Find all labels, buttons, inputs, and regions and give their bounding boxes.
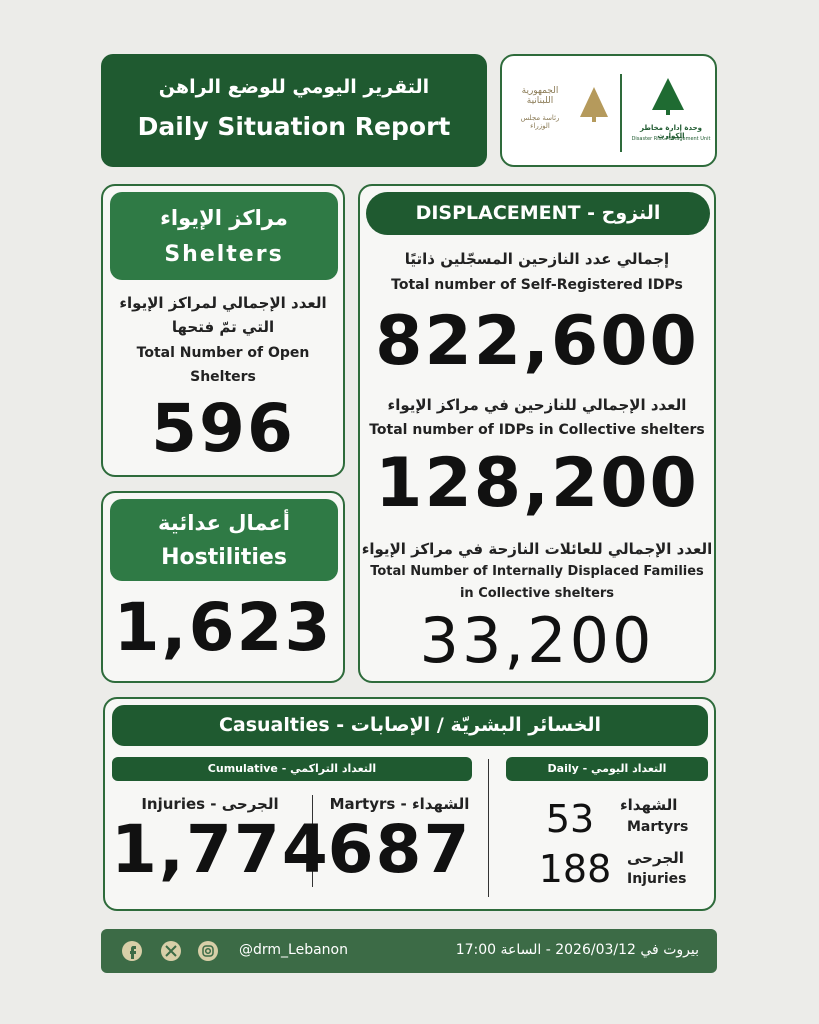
presidency-text: الجمهورية اللبنانية	[521, 86, 559, 106]
drm-en: Disaster Risk Management Unit	[631, 136, 711, 142]
idp-shelter-value: 128,200	[375, 444, 699, 523]
footer: @drm_Lebanon بيروت في 2026/03/12 - الساع…	[101, 929, 717, 973]
hostilities-title-en: Hostilities	[161, 545, 287, 570]
daily-martyrs-en: Martyrs	[627, 819, 689, 835]
divider	[312, 795, 313, 887]
idp-shelter-label-ar: العدد الإجمالي للنازحين في مراكز الإيواء	[387, 396, 687, 414]
idp-shelter-label-en: Total number of IDPs in Collective shelt…	[369, 422, 705, 438]
logos: الجمهورية اللبنانية رئاسة مجلس الوزراء و…	[500, 54, 717, 167]
divider	[620, 74, 622, 152]
shelters-label-ar: التي تمّ فتحها	[171, 318, 275, 336]
daily-title: التعداد اليومي - Daily	[547, 762, 667, 775]
shelters-title-ar: مراكز الإيواء	[160, 206, 288, 230]
idp-value: 822,600	[375, 302, 699, 381]
families-label-ar: العدد الإجمالي للعائلات النازحة في مراكز…	[361, 540, 713, 558]
title-ar: التقرير اليومي للوضع الراهن	[158, 76, 430, 98]
date: بيروت في 2026/03/12 - الساعة 17:00	[455, 942, 699, 958]
cedar-green	[652, 78, 684, 115]
presidency-sub: رئاسة مجلس الوزراء	[520, 114, 560, 130]
drm-ar: وحدة إدارة مخاطر الكوارث	[640, 124, 702, 140]
casualties-header: Casualties - الخسائر البشريّة / الإصابات	[112, 705, 708, 746]
displacement-header: DISPLACEMENT - النزوح	[366, 192, 710, 235]
daily-martyrs-value: 53	[545, 797, 595, 841]
idp-label-ar: إجمالي عدد النازحين المسجّلين ذاتيًا	[404, 250, 670, 268]
cedar-gold	[580, 87, 608, 122]
martyrs-value: 687	[327, 811, 472, 888]
hostilities-card: أعمال عدائية Hostilities 1,623	[101, 491, 345, 683]
handle[interactable]: @drm_Lebanon	[239, 942, 348, 958]
shelters-card: مراكز الإيواء Shelters العدد الإجمالي لم…	[101, 184, 345, 477]
daily-injuries-en: Injuries	[627, 871, 687, 887]
cumulative-header: التعداد التراكمي - Cumulative	[112, 757, 472, 781]
casualties-title: Casualties - الخسائر البشريّة / الإصابات	[218, 714, 602, 736]
hostilities-title-ar: أعمال عدائية	[158, 511, 290, 535]
daily-injuries-value: 188	[538, 847, 612, 891]
shelters-label-en: Shelters	[190, 369, 256, 385]
injuries-label: Injuries - الجرحى	[141, 795, 279, 813]
cumulative-title: التعداد التراكمي - Cumulative	[207, 762, 377, 775]
daily-header: التعداد اليومي - Daily	[506, 757, 708, 781]
daily-martyrs-ar: الشهداء	[620, 796, 678, 814]
daily-injuries-ar: الجرحى	[627, 849, 684, 867]
martyrs-label: Martyrs - الشهداء	[329, 795, 470, 813]
displacement-card: DISPLACEMENT - النزوح إجمالي عدد النازحي…	[358, 184, 716, 683]
families-label-en: in Collective shelters	[459, 586, 615, 601]
shelters-header: مراكز الإيواء Shelters	[110, 192, 338, 280]
shelters-value: 596	[151, 390, 295, 467]
divider	[488, 759, 489, 897]
displacement-title: DISPLACEMENT - النزوح	[415, 202, 661, 224]
hostilities-value: 1,623	[113, 589, 333, 666]
families-value: 33,200	[419, 604, 655, 677]
social-icons[interactable]	[121, 940, 241, 962]
hostilities-header: أعمال عدائية Hostilities	[110, 499, 338, 581]
injuries-value: 1,774	[111, 811, 330, 888]
casualties-card: Casualties - الخسائر البشريّة / الإصابات…	[103, 697, 716, 911]
title-en: Daily Situation Report	[137, 112, 451, 141]
families-label-en: Total Number of Internally Displaced Fam…	[370, 564, 704, 579]
header: التقرير اليومي للوضع الراهن Daily Situat…	[101, 54, 487, 167]
idp-label-en: Total number of Self-Registered IDPs	[391, 277, 683, 293]
shelters-label-ar: العدد الإجمالي لمراكز الإيواء	[119, 294, 327, 312]
shelters-label-en: Total Number of Open	[136, 345, 310, 361]
shelters-title-en: Shelters	[164, 242, 284, 267]
